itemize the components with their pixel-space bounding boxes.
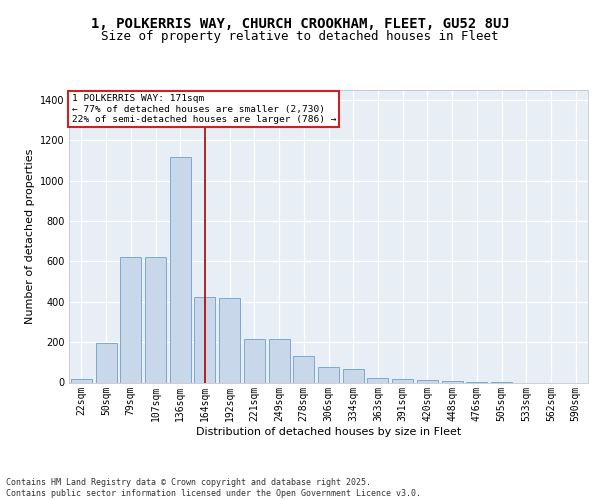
Bar: [244, 339, 265, 382]
Text: 1, POLKERRIS WAY, CHURCH CROOKHAM, FLEET, GU52 8UJ: 1, POLKERRIS WAY, CHURCH CROOKHAM, FLEET…: [91, 18, 509, 32]
Bar: [194, 297, 215, 382]
Bar: [392, 380, 413, 382]
Bar: [318, 368, 339, 382]
Bar: [145, 258, 166, 382]
Bar: [269, 339, 290, 382]
Bar: [293, 356, 314, 382]
Text: 1 POLKERRIS WAY: 171sqm
← 77% of detached houses are smaller (2,730)
22% of semi: 1 POLKERRIS WAY: 171sqm ← 77% of detache…: [71, 94, 336, 124]
X-axis label: Distribution of detached houses by size in Fleet: Distribution of detached houses by size …: [196, 428, 461, 438]
Bar: [219, 298, 240, 382]
Bar: [417, 380, 438, 382]
Bar: [442, 381, 463, 382]
Bar: [170, 156, 191, 382]
Text: Contains HM Land Registry data © Crown copyright and database right 2025.
Contai: Contains HM Land Registry data © Crown c…: [6, 478, 421, 498]
Y-axis label: Number of detached properties: Number of detached properties: [25, 148, 35, 324]
Bar: [343, 370, 364, 382]
Text: Size of property relative to detached houses in Fleet: Size of property relative to detached ho…: [101, 30, 499, 43]
Bar: [367, 378, 388, 382]
Bar: [95, 343, 116, 382]
Bar: [120, 258, 141, 382]
Bar: [71, 379, 92, 382]
